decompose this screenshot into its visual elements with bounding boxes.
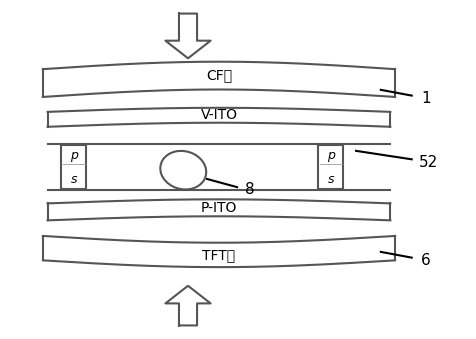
Polygon shape (43, 62, 395, 97)
Text: 1: 1 (421, 91, 431, 106)
Text: 52: 52 (419, 155, 438, 170)
Text: V-ITO: V-ITO (200, 108, 238, 122)
Polygon shape (48, 199, 390, 220)
Text: TFT面: TFT面 (202, 248, 236, 262)
Text: s: s (327, 173, 334, 186)
Polygon shape (166, 14, 210, 58)
Text: p: p (70, 149, 78, 162)
Text: CF面: CF面 (206, 68, 232, 83)
Polygon shape (43, 236, 395, 267)
Polygon shape (48, 108, 390, 127)
Text: 8: 8 (245, 182, 254, 197)
Text: P-ITO: P-ITO (201, 201, 237, 215)
Bar (61, 145, 86, 189)
Ellipse shape (160, 151, 206, 190)
Text: s: s (70, 173, 77, 186)
Text: p: p (327, 149, 335, 162)
Bar (318, 145, 343, 189)
Text: 6: 6 (421, 253, 431, 268)
Polygon shape (166, 286, 210, 325)
